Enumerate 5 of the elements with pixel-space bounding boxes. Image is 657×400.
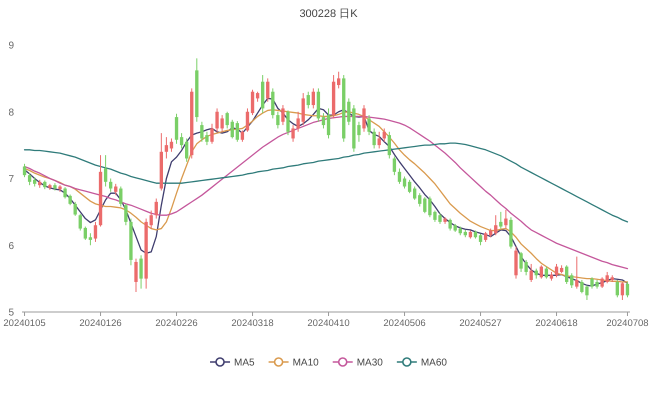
legend-label: MA10 (292, 358, 320, 369)
title: 300228 日K (299, 8, 358, 20)
legend-label: MA5 (234, 358, 256, 369)
legend-label: MA60 (420, 358, 448, 369)
legend-label: MA30 (356, 358, 384, 369)
